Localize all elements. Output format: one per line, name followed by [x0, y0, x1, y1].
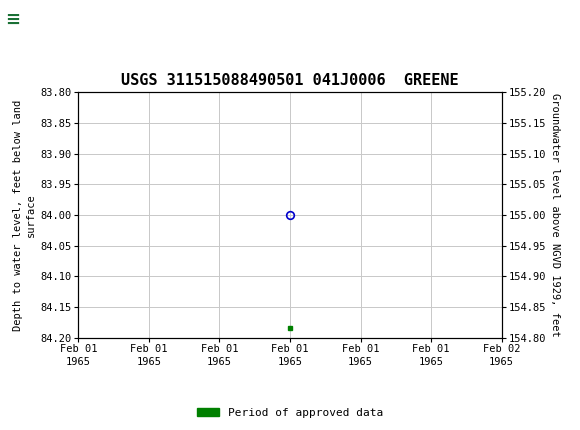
Text: USGS: USGS	[38, 11, 81, 29]
Text: ≡: ≡	[5, 11, 20, 29]
Legend: Period of approved data: Period of approved data	[193, 403, 387, 422]
Text: USGS 311515088490501 041J0006  GREENE: USGS 311515088490501 041J0006 GREENE	[121, 73, 459, 88]
Y-axis label: Groundwater level above NGVD 1929, feet: Groundwater level above NGVD 1929, feet	[550, 93, 560, 337]
Bar	[3, 3, 72, 37]
Y-axis label: Depth to water level, feet below land
surface: Depth to water level, feet below land su…	[13, 99, 36, 331]
